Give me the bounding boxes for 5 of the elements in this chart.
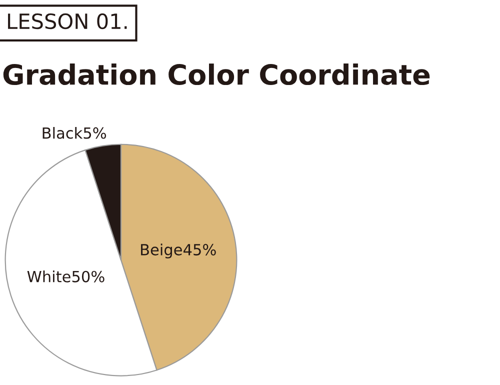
slice-label: Black5%: [42, 126, 106, 139]
chart-title: Gradation Color Coordinate: [3, 64, 430, 86]
slice-label: Beige45%: [141, 244, 216, 258]
slice-label: White50%: [27, 270, 104, 282]
chart-subtitle: LESSON 01.: [8, 13, 127, 30]
